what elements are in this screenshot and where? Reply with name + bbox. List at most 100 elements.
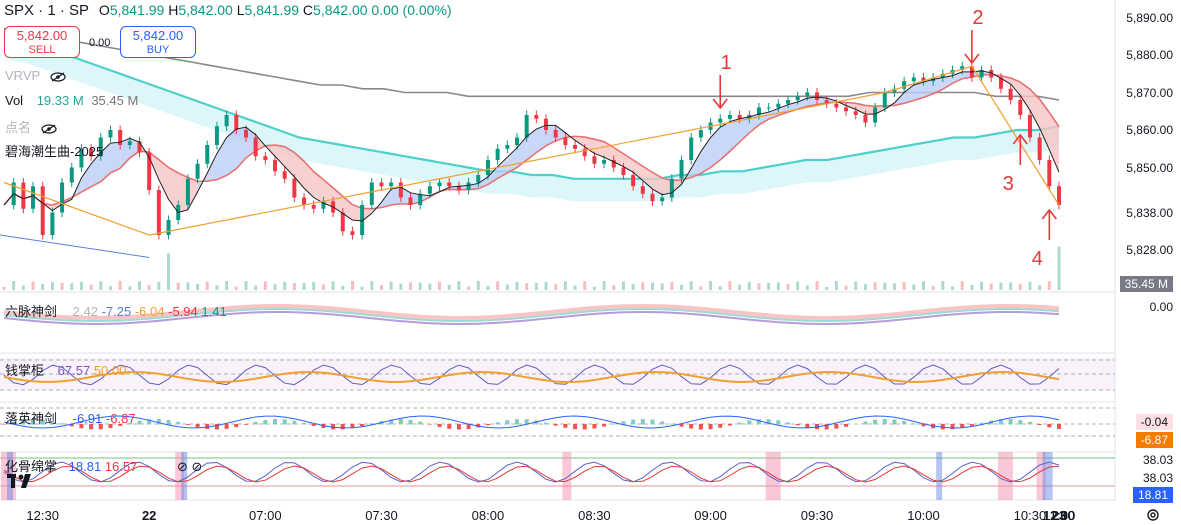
annotation-marker: 1 <box>712 52 732 110</box>
candle <box>1018 95 1023 120</box>
dian-ming-legend[interactable]: 点名 <box>5 117 57 136</box>
volume-bar <box>447 285 451 290</box>
volume-bar <box>409 282 413 290</box>
volume-bar <box>873 282 877 290</box>
time-tick-label: 23 <box>1051 508 1067 523</box>
buy-button[interactable]: 5,842.00 BUY <box>120 26 196 58</box>
candle <box>892 84 897 97</box>
volume-bar <box>99 281 103 290</box>
pane3-hist-bar <box>824 424 829 430</box>
candle-body <box>669 178 674 198</box>
symbol-title[interactable]: SPX · 1 · SP <box>4 2 90 19</box>
pane3-hist-bar <box>331 424 336 430</box>
pane3-hist-bar <box>660 421 665 425</box>
candle <box>243 125 248 142</box>
sell-button[interactable]: 5,842.00 SELL <box>4 26 80 58</box>
ma-cloud-segment <box>226 129 237 176</box>
pane2-legend[interactable]: 钱掌柜 67.57 50.00 <box>5 363 127 378</box>
candle <box>156 185 161 240</box>
volume-bar <box>467 286 471 290</box>
pane3-hist-bar <box>205 424 210 429</box>
candle <box>766 103 771 112</box>
candle-body <box>118 130 123 145</box>
candle-body <box>998 77 1003 89</box>
volume-bar <box>844 285 848 290</box>
candle-body <box>785 100 790 104</box>
volume-bar <box>108 286 112 290</box>
candle <box>863 110 868 127</box>
ma-cloud-segment <box>158 159 169 200</box>
candle-body <box>979 70 984 78</box>
ma-cloud-segment <box>1010 77 1021 96</box>
ma-cloud-segment <box>942 75 953 90</box>
settings-gear-icon[interactable] <box>1145 507 1161 523</box>
spread-value: 0.00 <box>89 37 111 49</box>
volume-bar <box>854 281 858 290</box>
candle-body <box>108 130 113 138</box>
volume-legend[interactable]: Vol 19.33 M 35.45 M <box>5 93 139 108</box>
volume-bar <box>563 281 567 290</box>
ma-teal-line <box>3 35 1060 180</box>
pane3-hist-bar <box>447 424 452 429</box>
pane4-axis-value-b: 38.03 <box>1142 471 1173 485</box>
candle-body <box>863 115 868 123</box>
pane3-hist-bar <box>766 419 771 425</box>
candle-body <box>437 182 442 187</box>
hidden-eye-icon[interactable] <box>49 71 66 82</box>
pane3-hist-bar <box>940 424 945 430</box>
hidden-eye-icon[interactable] <box>41 123 57 134</box>
pane3-hist-bar <box>747 420 752 425</box>
candle-body <box>679 160 684 179</box>
pane3-hist-bar <box>495 422 500 425</box>
candle <box>214 121 219 150</box>
pane3-hist-bar <box>756 419 761 425</box>
ma-cloud-segment <box>81 163 92 193</box>
time-tick-label: 08:30 <box>578 508 611 523</box>
candle-body <box>60 182 65 213</box>
volume-bar <box>1009 282 1013 290</box>
pane4-signal-band <box>181 452 188 500</box>
tradingview-logo-icon[interactable] <box>6 471 40 491</box>
strategy-legend[interactable]: 碧海潮生曲-2025 <box>5 144 104 159</box>
candle-body <box>379 182 384 187</box>
ma-cloud-segment <box>642 166 653 190</box>
pane3-hist-bar <box>563 424 568 428</box>
volume-bar <box>834 281 838 290</box>
volume-bar <box>31 281 35 290</box>
ma-cloud-segment <box>546 125 556 146</box>
volume-bar <box>186 282 190 290</box>
candle <box>1057 181 1061 210</box>
candle-body <box>524 115 529 138</box>
candle <box>263 151 268 165</box>
candle-body <box>882 92 887 108</box>
pane3-hist-bar <box>534 420 539 425</box>
candle-body <box>514 137 519 145</box>
pane3-hist-bar <box>137 420 142 425</box>
candle <box>108 125 113 142</box>
volume-bar <box>1038 285 1042 290</box>
pane4-signal-band <box>175 452 185 500</box>
candle-body <box>718 118 723 123</box>
pane4-legend[interactable]: 化骨绵掌 18.81 16.57 ⊘ ⊘ <box>5 459 203 474</box>
volume-bar <box>747 281 751 290</box>
pane4-signal-band <box>1042 452 1053 500</box>
pane3-hist-bar <box>60 423 65 425</box>
volume-bar <box>79 281 83 290</box>
candle <box>989 65 994 82</box>
pane4-axis-value-a: 38.03 <box>1142 453 1173 467</box>
pane1-legend[interactable]: 六脉神剑 2.42 -7.25 -6.04 -5.94 1.41 <box>5 304 227 319</box>
pane3-hist-bar <box>118 424 123 426</box>
pane3-hist-bar <box>902 421 907 425</box>
candle-body <box>166 220 171 235</box>
pane3-legend[interactable]: 落英神剑 -6.91 -6.87 <box>5 411 136 426</box>
candle-body <box>911 77 916 82</box>
pane3-hist-bar <box>621 421 626 425</box>
pane4-signal-band <box>1036 452 1046 500</box>
volume-bar <box>370 281 374 290</box>
candle <box>611 155 616 172</box>
volume-bar <box>680 284 684 290</box>
pane3-hist-bar <box>669 423 674 425</box>
vrvp-legend[interactable]: VRVP <box>5 68 66 83</box>
chart-header: SPX · 1 · SP O5,841.99 H5,842.00 L5,841.… <box>4 2 452 19</box>
